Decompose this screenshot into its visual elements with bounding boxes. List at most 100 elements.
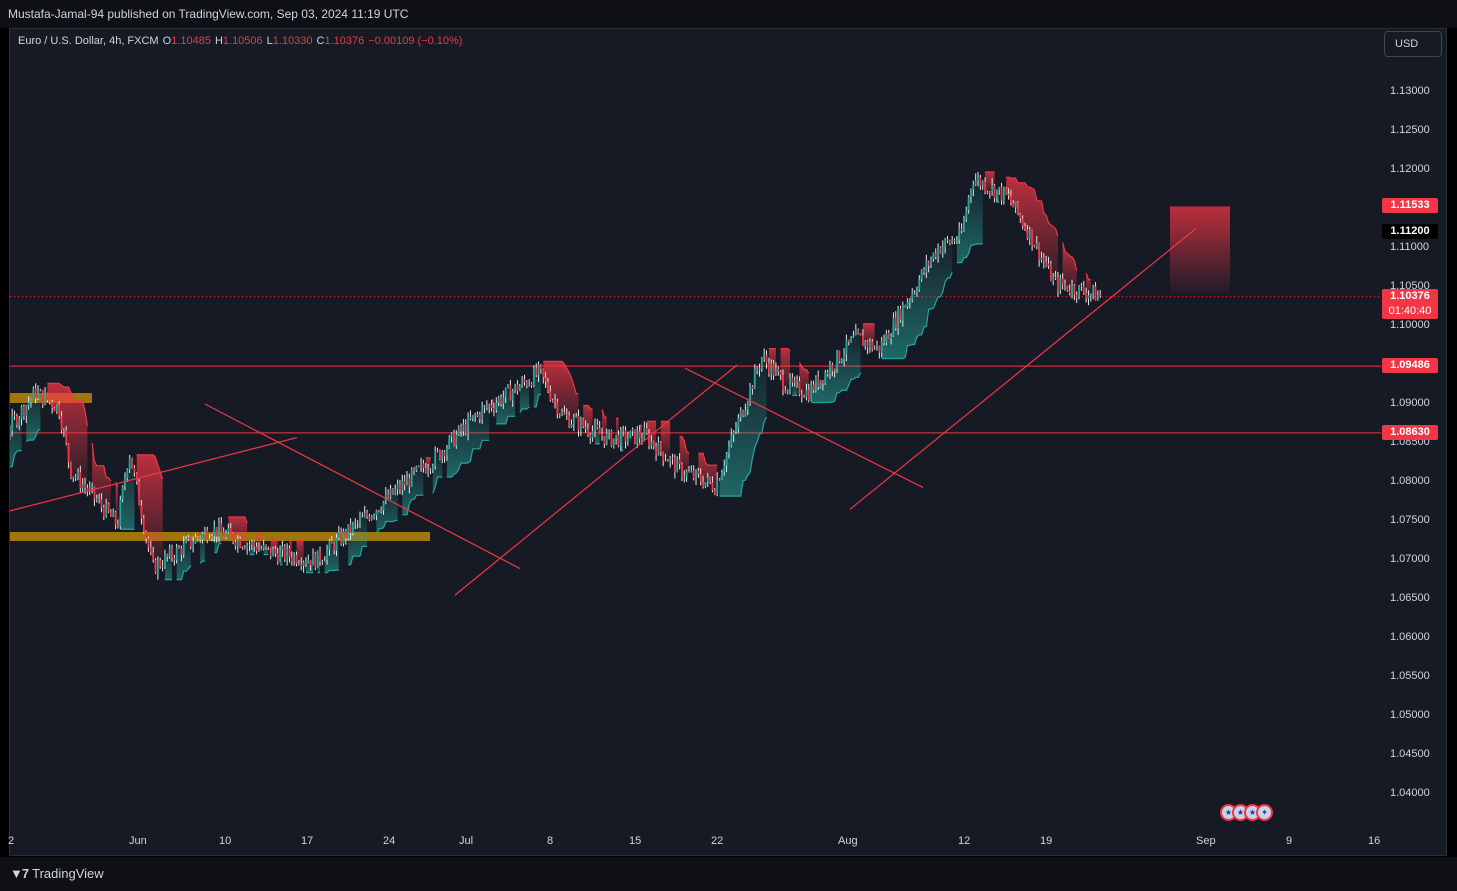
candle — [140, 500, 143, 525]
candle-body — [624, 430, 627, 442]
candle-body — [568, 415, 571, 428]
candle-body — [643, 428, 646, 440]
candle-body — [373, 515, 375, 517]
brand-name: TradingView — [32, 866, 104, 881]
candle-body — [636, 431, 639, 444]
candle — [408, 473, 411, 494]
candle — [112, 508, 115, 518]
candle — [908, 297, 911, 309]
candle — [361, 512, 364, 518]
time-tick: 10 — [219, 835, 232, 847]
uptrend-band-line — [10, 450, 22, 468]
price-chart[interactable] — [10, 29, 1446, 855]
candle-body — [681, 464, 683, 478]
time-tick: Jul — [459, 835, 474, 847]
candle — [1038, 242, 1041, 267]
time-tick: 16 — [1368, 835, 1381, 847]
candle — [239, 536, 242, 549]
candle — [662, 451, 665, 467]
candle — [321, 559, 324, 565]
candle — [1031, 228, 1033, 251]
candle — [777, 366, 780, 376]
low-value: 1.10330 — [272, 35, 313, 47]
candle — [1035, 235, 1038, 250]
candle-body — [283, 546, 286, 560]
candle — [117, 519, 119, 529]
candle-body — [159, 560, 162, 567]
candle-body — [669, 457, 672, 462]
candle-body — [941, 246, 944, 253]
candle — [460, 423, 462, 437]
candle-body — [859, 333, 862, 336]
open-label: O — [162, 35, 172, 47]
candle-body — [399, 484, 401, 491]
candle — [939, 246, 942, 254]
candle — [145, 530, 148, 544]
price-tag-value: 1.09486 — [1390, 359, 1430, 372]
downtrend-band-line — [91, 442, 112, 482]
candle — [885, 330, 888, 346]
candle — [60, 411, 63, 434]
candle-body — [1073, 285, 1076, 295]
low-label: L — [266, 35, 273, 47]
candle-body — [149, 547, 152, 553]
candle — [683, 470, 686, 483]
candle-body — [415, 466, 418, 471]
candle-body — [880, 341, 883, 353]
candle-body — [171, 548, 173, 558]
candle-body — [972, 184, 975, 190]
candle — [495, 397, 498, 413]
candle-body — [756, 368, 759, 371]
candle — [963, 215, 965, 232]
candle-body — [1085, 293, 1088, 299]
candle — [840, 358, 843, 364]
candle-body — [109, 511, 112, 517]
candle — [1085, 287, 1088, 303]
candle-body — [861, 335, 864, 347]
tradingview-brand[interactable]: ▼7 TradingView — [10, 866, 104, 881]
candle-body — [819, 380, 822, 387]
candle-body — [77, 471, 79, 478]
chart-pane[interactable] — [9, 28, 1447, 856]
downtrend-band-line — [47, 382, 88, 427]
symbol-name[interactable]: Euro / U.S. Dollar, 4h, FXCM — [18, 35, 159, 47]
candle — [11, 408, 14, 437]
candle — [953, 238, 956, 245]
uptrend-band-line — [956, 243, 983, 264]
price-tick: 1.12000 — [1390, 163, 1430, 175]
candle — [448, 435, 451, 449]
downtrend-band-line — [1006, 176, 1059, 237]
candle-body — [631, 429, 634, 431]
candle — [532, 365, 535, 388]
candle — [164, 549, 166, 569]
candle-body — [300, 564, 303, 566]
candle — [577, 409, 580, 437]
candle-body — [657, 442, 660, 456]
candle — [352, 521, 354, 536]
candle-body — [911, 293, 914, 300]
candle-body — [453, 432, 455, 446]
economic-events[interactable]: ★ ★ ★ ✦ — [1220, 804, 1273, 821]
time-tick: 9 — [1286, 835, 1293, 847]
price-tag: 1.10376 01:40:40 — [1382, 288, 1438, 319]
candle — [166, 553, 169, 562]
candle — [923, 266, 925, 276]
candle — [375, 509, 378, 521]
uptrend-band-fill — [881, 239, 953, 359]
candle-body — [753, 368, 756, 390]
candle — [161, 560, 164, 572]
currency-button[interactable]: USD — [1384, 31, 1442, 57]
candle-body — [10, 430, 11, 435]
candle-body — [730, 435, 733, 446]
high-label: H — [214, 35, 223, 47]
candle — [389, 484, 392, 500]
candle-body — [182, 542, 185, 555]
candle — [274, 545, 277, 558]
eu-flag-icon[interactable]: ✦ — [1256, 804, 1273, 821]
candle-body — [48, 400, 51, 403]
candle — [488, 403, 491, 414]
candle-body — [829, 364, 831, 375]
candle — [871, 338, 874, 352]
candle — [695, 469, 697, 486]
candle — [128, 454, 131, 473]
